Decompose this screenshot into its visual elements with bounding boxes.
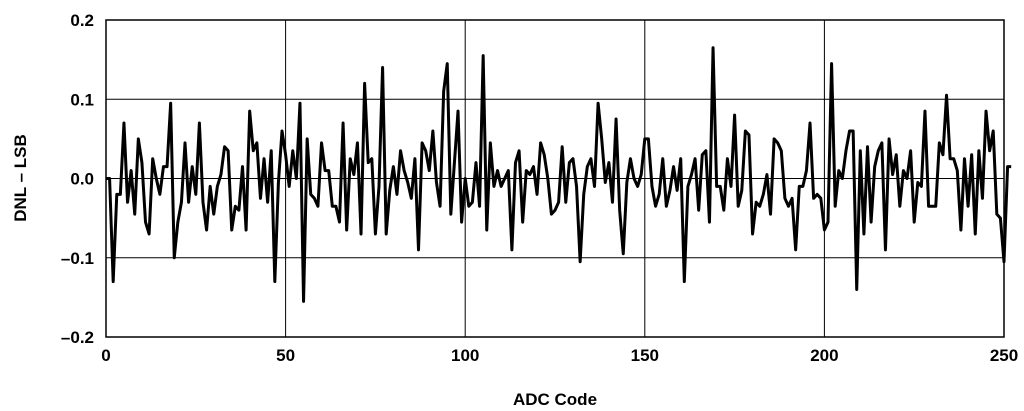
- x-axis-title: ADC Code: [513, 390, 597, 409]
- x-tick-labels: 0 50 100 150 200 250: [101, 346, 1018, 365]
- x-tick-label: 50: [276, 346, 295, 365]
- x-tick-label: 150: [631, 346, 659, 365]
- y-axis-title: DNL – LSB: [11, 134, 30, 222]
- y-tick-label: 0.2: [70, 11, 94, 30]
- y-tick-label: –0.1: [61, 249, 94, 268]
- y-tick-label: 0.1: [70, 90, 94, 109]
- x-tick-label: 250: [990, 346, 1018, 365]
- x-tick-label: 100: [451, 346, 479, 365]
- y-tick-label: –0.2: [61, 328, 94, 347]
- y-tick-labels: –0.2 –0.1 0.0 0.1 0.2: [61, 11, 94, 347]
- x-tick-label: 200: [810, 346, 838, 365]
- dnl-series-line: [106, 46, 1012, 303]
- y-tick-label: 0.0: [70, 170, 94, 189]
- x-tick-label: 0: [101, 346, 110, 365]
